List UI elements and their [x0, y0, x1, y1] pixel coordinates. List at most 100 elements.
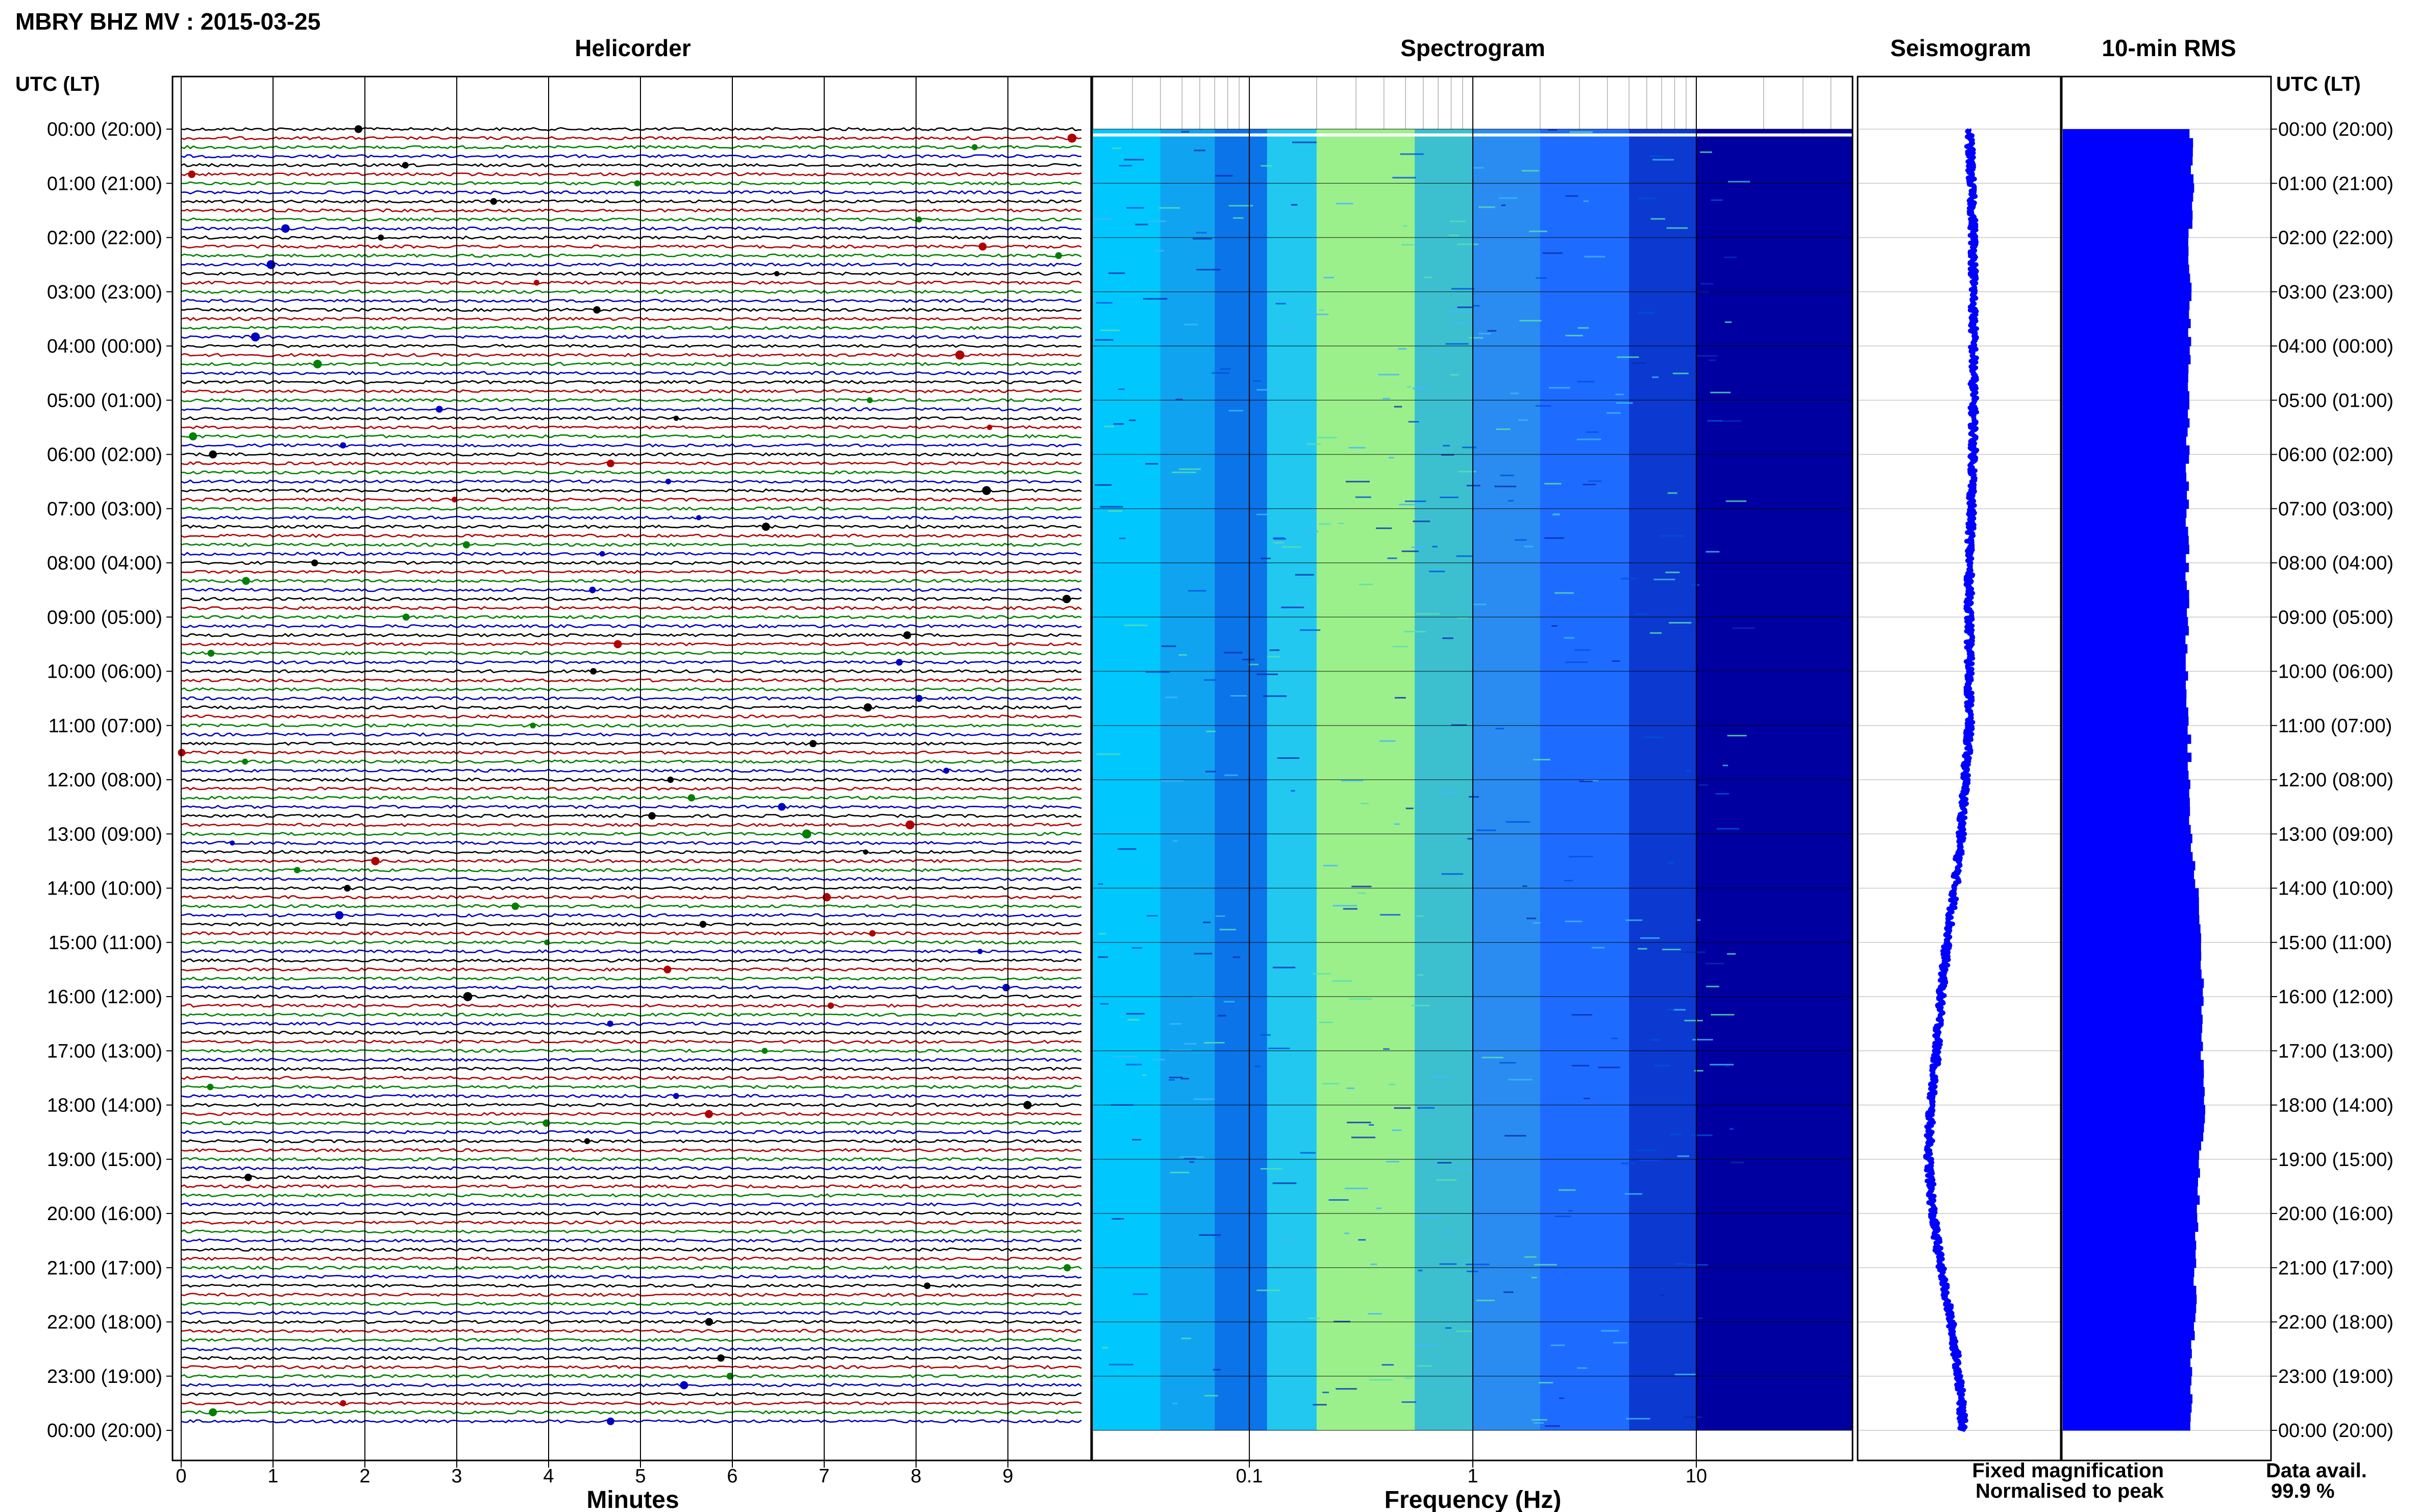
- spectrogram-streak: [1260, 1034, 1271, 1036]
- spectrogram-streak: [1401, 244, 1414, 246]
- helicorder-event-blip: [986, 425, 993, 430]
- rms-bar: [2063, 987, 2203, 997]
- helicorder-event-blip: [511, 902, 520, 910]
- bottom-axis-labels: 0 1 2 3 4 5 6 7 8 9 0.1 1 10: [176, 1460, 1707, 1487]
- spectrogram-streak: [1579, 780, 1593, 782]
- rms-bar: [2063, 1331, 2195, 1341]
- spectrogram-streak: [1126, 1063, 1142, 1065]
- rms-bar: [2063, 752, 2192, 762]
- helicorder-event-blip: [606, 1417, 614, 1425]
- spectrogram-streak: [1417, 1365, 1432, 1367]
- spectrogram-streak: [1178, 654, 1187, 656]
- helicorder-event-blip: [584, 1138, 590, 1145]
- spectrogram-streak: [1417, 1107, 1435, 1109]
- helicorder-trace-row: [181, 362, 1082, 366]
- spectrogram-streak: [1730, 1161, 1744, 1163]
- helicorder-trace-row: [181, 922, 1082, 927]
- spectrogram-streak: [1383, 398, 1390, 400]
- spectrogram-streak: [1169, 1077, 1183, 1078]
- helicorder-event-blip: [343, 884, 351, 892]
- spectrogram-streak: [1598, 1067, 1620, 1069]
- rms-bar: [2063, 1349, 2192, 1358]
- helicorder-trace-row: [181, 326, 1082, 330]
- helicorder-event-blip: [667, 776, 674, 783]
- helicorder-event-blip: [705, 1110, 713, 1119]
- rms-bar: [2063, 463, 2186, 473]
- helicorder-event-blip: [761, 1048, 768, 1054]
- rms-bar: [2063, 897, 2199, 907]
- spectrogram-streak: [1466, 485, 1480, 487]
- spectrogram-streak: [1205, 771, 1216, 773]
- right-time-label: 22:00 (18:00): [2278, 1312, 2393, 1333]
- helicorder-trace-row: [181, 985, 1082, 990]
- spectrogram-streak: [1588, 480, 1602, 482]
- spectrogram-streak: [1586, 431, 1599, 433]
- rms-bar: [2063, 843, 2191, 853]
- helicorder-event-blip: [943, 767, 950, 774]
- spectrogram-streak: [1691, 1134, 1713, 1136]
- rms-bar: [2063, 535, 2189, 546]
- spectrogram-streak: [1242, 658, 1254, 660]
- spectrogram-streak: [1654, 1064, 1670, 1067]
- rms-bar: [2063, 192, 2193, 202]
- helicorder-event-blip: [663, 965, 672, 974]
- rms-bar: [2063, 147, 2193, 157]
- spectrogram-streak: [1692, 1038, 1713, 1040]
- spectrogram-streak: [1108, 510, 1123, 512]
- spectrogram-streak: [1482, 1056, 1504, 1058]
- helicorder-event-blip: [705, 1318, 713, 1326]
- spectrogram-streak: [1510, 392, 1519, 394]
- helicorder-event-blip: [354, 125, 362, 133]
- spectrogram-streak: [1387, 557, 1397, 559]
- rms-bar: [2063, 1105, 2206, 1114]
- spectrogram-streak: [1706, 551, 1720, 553]
- left-time-label: 08:00 (04:00): [47, 553, 162, 574]
- spectrogram-streak: [1341, 780, 1363, 782]
- helicorder-event-blip: [281, 224, 290, 233]
- helicorder-trace-row: [181, 895, 1082, 900]
- spectrogram-streak: [1102, 1347, 1108, 1349]
- spectrogram-streak: [1534, 1263, 1557, 1266]
- minutes-tick-label: 5: [635, 1466, 646, 1487]
- spectrogram-streak: [1291, 790, 1295, 792]
- rms-bar: [2063, 283, 2192, 292]
- right-time-label: 16:00 (12:00): [2278, 986, 2393, 1008]
- spectrogram-streak: [1277, 757, 1299, 759]
- spectrogram-streak: [1583, 484, 1596, 486]
- spectrogram-streak: [1322, 1392, 1329, 1394]
- helicorder-trace-row: [181, 443, 1082, 448]
- spectrogram-streak: [1473, 305, 1480, 307]
- rms-bar: [2063, 472, 2187, 482]
- spectrogram-streak: [1443, 1231, 1452, 1233]
- spectrogram-streak: [1344, 1187, 1368, 1189]
- spectrogram-streak: [1637, 197, 1656, 200]
- helicorder-trace-row: [181, 208, 1082, 213]
- spectrogram-streak: [1699, 784, 1709, 786]
- helicorder-trace-row: [181, 867, 1082, 873]
- rms-bar: [2063, 1277, 2194, 1286]
- helicorder-trace-row: [181, 244, 1082, 249]
- helicorder-trace-row: [181, 343, 1082, 349]
- spectrogram-streak: [1637, 1150, 1657, 1151]
- rms-bar: [2063, 1177, 2198, 1187]
- spectrogram-streak: [1119, 165, 1132, 167]
- spectrogram-streak: [1273, 538, 1286, 540]
- spectrogram-streak: [1146, 915, 1158, 917]
- helicorder-trace-row: [181, 886, 1082, 890]
- spectrogram-streak: [1544, 483, 1562, 485]
- spectrogram-streak: [1204, 1042, 1225, 1044]
- spectrogram-streak: [1466, 1263, 1490, 1266]
- spectrogram-streak: [1519, 319, 1542, 321]
- spectrogram-streak: [1571, 1014, 1592, 1016]
- helicorder-trace-row: [181, 299, 1082, 303]
- spectrogram-streak: [1705, 962, 1724, 964]
- spectrogram-streak: [1098, 933, 1106, 935]
- rms-bar: [2063, 246, 2189, 256]
- spectrogram-streak: [1533, 1422, 1544, 1424]
- helicorder-trace-row: [181, 552, 1082, 556]
- spectrogram-streak: [1550, 1344, 1565, 1346]
- helicorder-event-blip: [452, 497, 458, 503]
- helicorder-event-blip: [1062, 594, 1071, 603]
- rms-bar: [2063, 563, 2189, 573]
- rms-bar: [2063, 1132, 2204, 1142]
